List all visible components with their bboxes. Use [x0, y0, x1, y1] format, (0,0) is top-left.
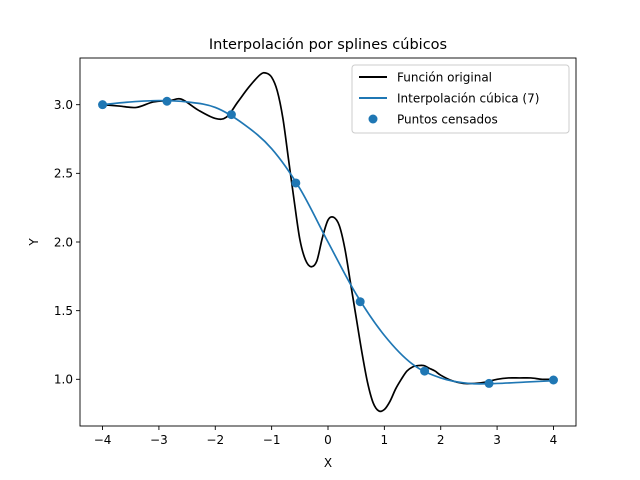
plot-series [98, 71, 558, 413]
data-point [226, 110, 236, 120]
y-tick-label: 2.0 [54, 235, 73, 249]
legend-box [351, 64, 570, 134]
data-point [484, 378, 494, 388]
x-tick-label: 0 [324, 433, 332, 447]
series-line-interpolation [102, 99, 554, 385]
data-point [98, 100, 108, 110]
x-axis-label: X [324, 456, 332, 470]
legend-label-interpolation: Interpolación cúbica (7) [397, 92, 539, 106]
data-point [355, 297, 365, 307]
y-tick-label: 1.0 [54, 373, 73, 387]
x-tick-label: 3 [493, 433, 501, 447]
data-point [548, 375, 558, 385]
x-tick-label: 1 [381, 433, 389, 447]
data-point [291, 178, 301, 188]
x-tick-label: 4 [550, 433, 558, 447]
y-tick-label: 1.5 [54, 304, 73, 318]
data-point [162, 96, 172, 106]
y-tick-label: 3.0 [54, 98, 73, 112]
legend: Función original Interpolación cúbica (7… [351, 64, 570, 134]
y-axis-label: Y [27, 238, 41, 247]
x-tick-label: −4 [94, 433, 112, 447]
legend-swatch-points [368, 114, 378, 124]
legend-label-points: Puntos censados [397, 113, 498, 127]
y-tick-label: 2.5 [54, 167, 73, 181]
x-axis: −4 −3 −2 −1 0 1 2 3 4 [94, 426, 558, 447]
chart-title: Interpolación por splines cúbicos [209, 37, 447, 53]
data-point [420, 366, 430, 376]
legend-label-original: Función original [397, 71, 492, 85]
x-tick-label: 2 [437, 433, 445, 447]
x-tick-label: −2 [206, 433, 224, 447]
x-tick-label: −1 [263, 433, 281, 447]
y-axis: 1.0 1.5 2.0 2.5 3.0 [54, 98, 80, 387]
x-tick-label: −3 [150, 433, 168, 447]
